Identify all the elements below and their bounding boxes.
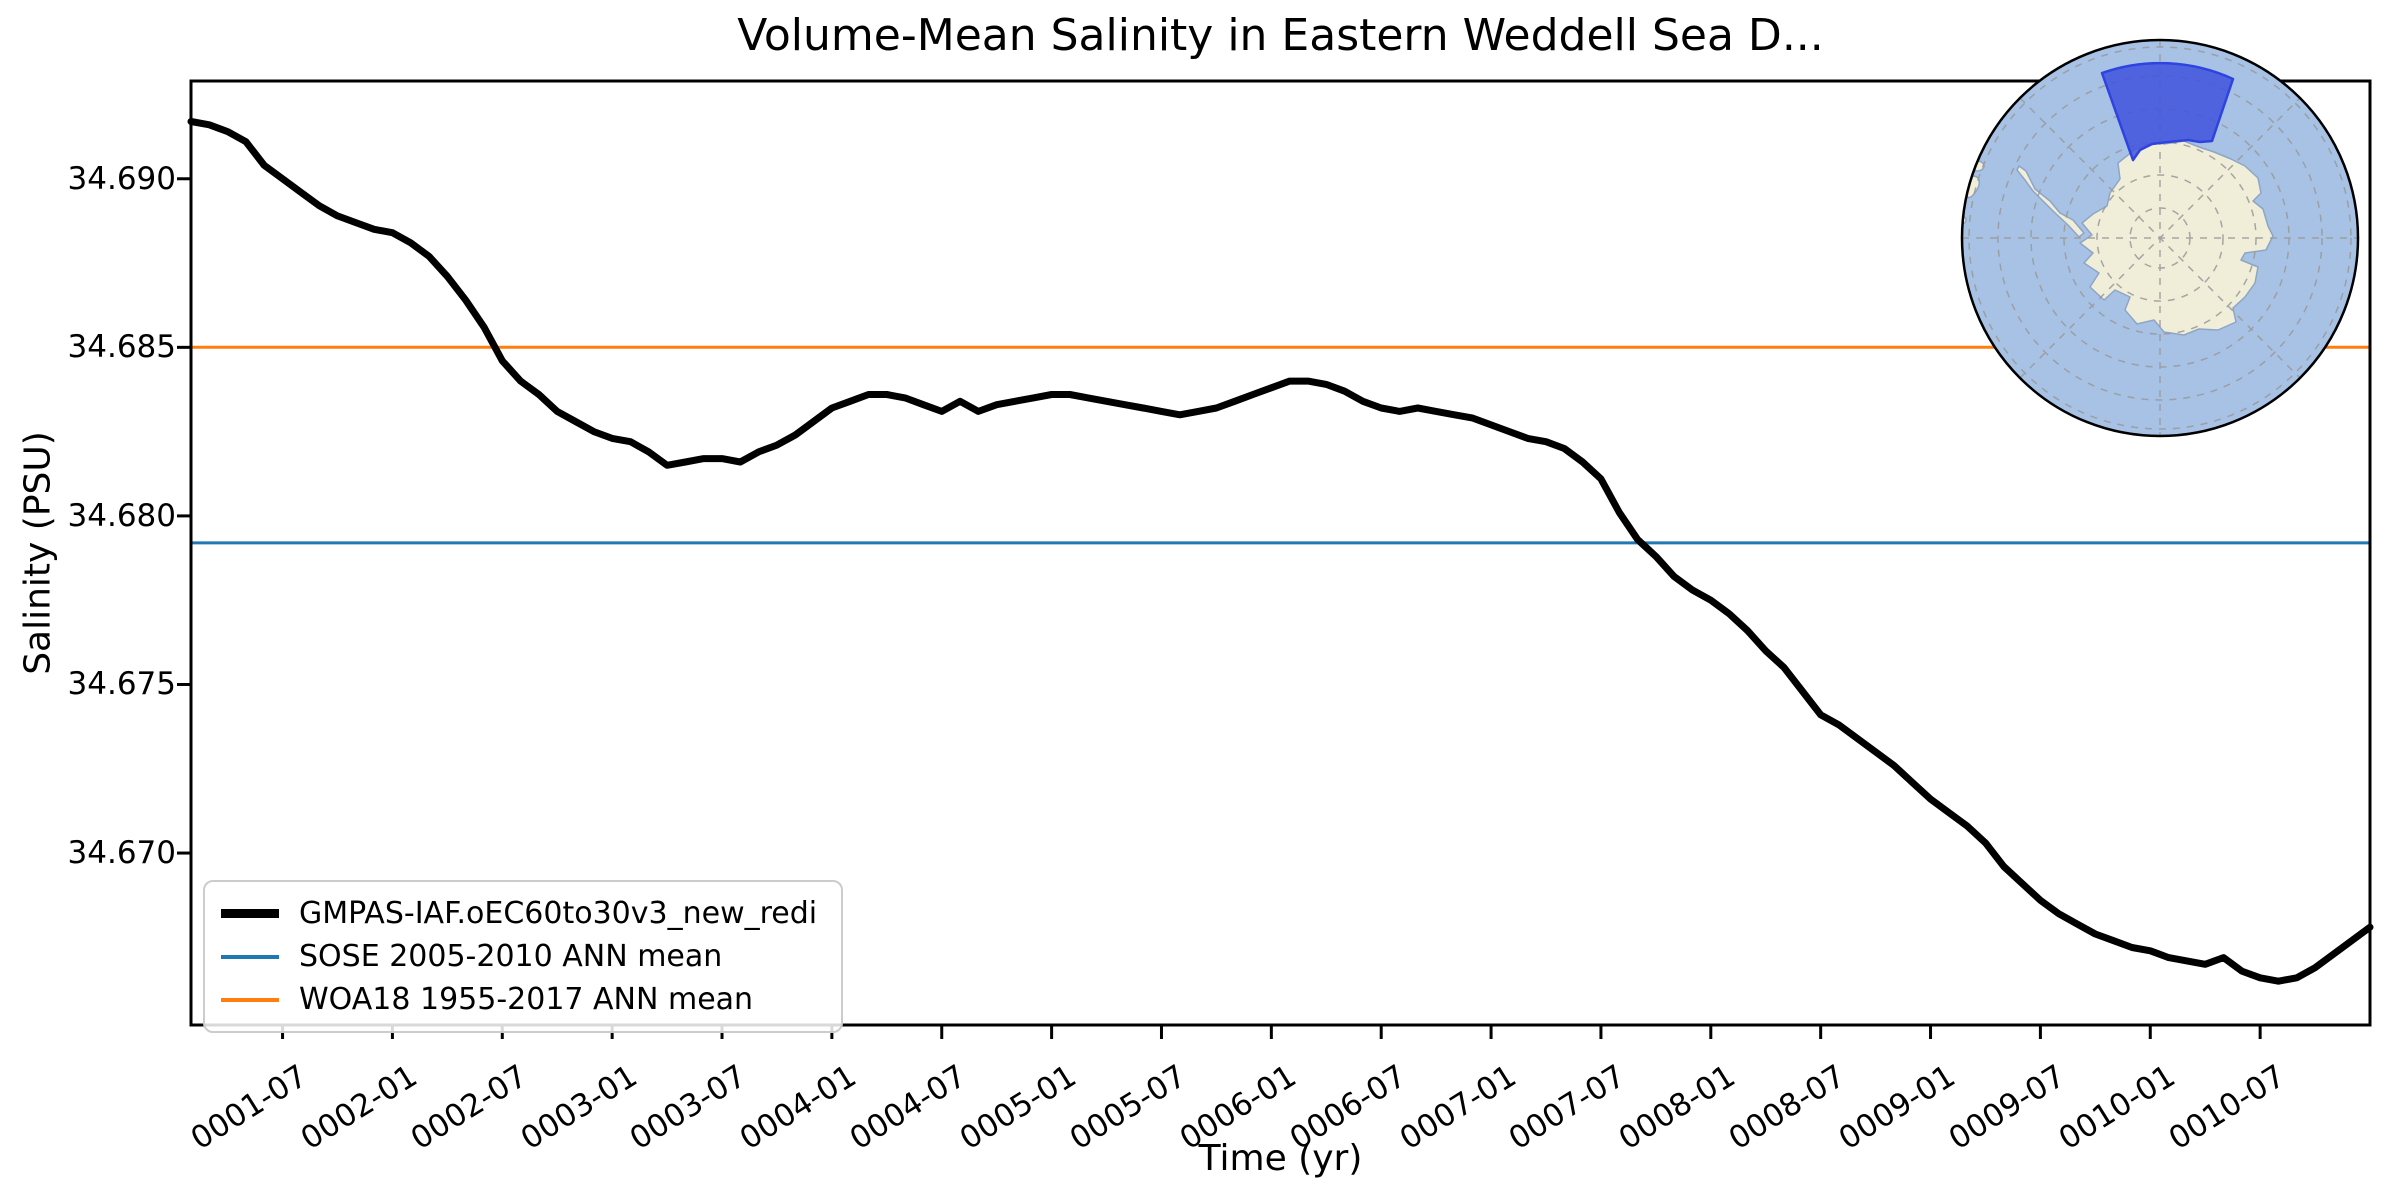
legend-line-sample bbox=[221, 909, 279, 918]
map-graticule bbox=[1962, 40, 2358, 436]
y-tick-label: 34.685 bbox=[67, 329, 176, 366]
legend-label: GMPAS-IAF.oEC60to30v3_new_redi bbox=[299, 896, 818, 931]
y-tick-label: 34.690 bbox=[67, 160, 176, 197]
series-line bbox=[187, 118, 2374, 985]
legend-line-sample bbox=[221, 997, 279, 1002]
legend-line-sample bbox=[221, 954, 279, 959]
map-region-highlight bbox=[2100, 61, 2235, 162]
legend-label: SOSE 2005-2010 ANN mean bbox=[299, 939, 723, 974]
legend-entry: WOA18 1955-2017 ANN mean bbox=[221, 978, 817, 1021]
series-lines bbox=[187, 118, 2374, 985]
legend-label: WOA18 1955-2017 ANN mean bbox=[299, 982, 754, 1017]
x-axis-label: Time (yr) bbox=[1198, 1138, 1363, 1179]
legend: GMPAS-IAF.oEC60to30v3_new_redi SOSE 2005-… bbox=[203, 880, 844, 1033]
map-land-peninsula bbox=[2016, 165, 2085, 238]
axes-frame bbox=[189, 79, 2372, 1027]
map-border bbox=[1960, 38, 2360, 438]
y-axis-label: Salinity (PSU) bbox=[17, 431, 59, 675]
y-tick-label: 34.680 bbox=[67, 497, 176, 534]
chart-title: Volume-Mean Salinity in Eastern Weddell … bbox=[737, 10, 1824, 61]
legend-entry: SOSE 2005-2010 ANN mean bbox=[221, 935, 817, 978]
y-tick-label: 34.670 bbox=[67, 835, 176, 872]
legend-entry: GMPAS-IAF.oEC60to30v3_new_redi bbox=[221, 892, 817, 935]
inset-map bbox=[1960, 38, 2360, 438]
tick-marks bbox=[177, 177, 2262, 1039]
y-tick-label: 34.675 bbox=[67, 666, 176, 703]
